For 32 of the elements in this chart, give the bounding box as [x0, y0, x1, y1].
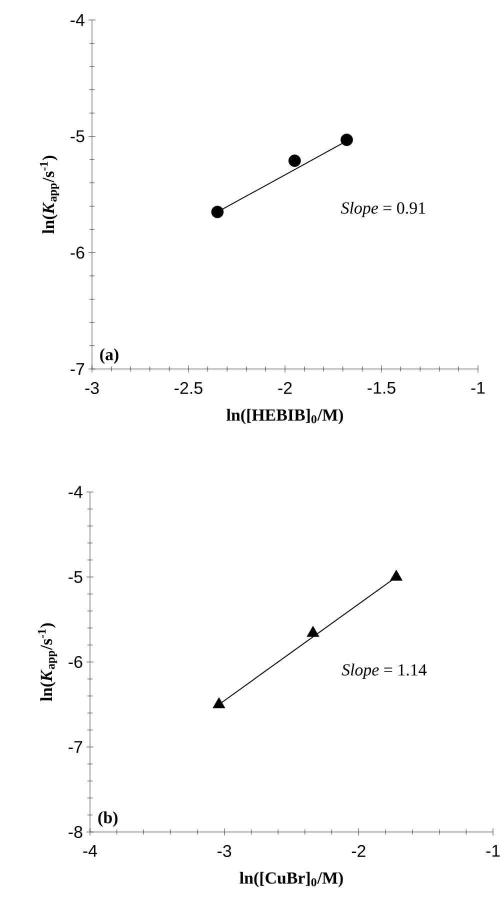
y-tick-label: -4: [70, 14, 84, 26]
y-tick-label: -4: [68, 486, 82, 498]
x-axis-title: ln([HEBIB]$_{0}$/M): [226, 408, 343, 424]
y-tick-label: -7: [70, 363, 84, 375]
x-tick-label: -2.5: [174, 382, 202, 394]
x-tick-label: -1: [471, 382, 485, 394]
x-tick-label: -3: [218, 845, 232, 858]
y-tick-label: -5: [68, 571, 82, 583]
x-tick-label: -4: [83, 845, 98, 857]
y-tick-label: -8: [68, 826, 82, 838]
annotation: Slope = 0.91: [340, 202, 426, 218]
x-tick-label: -2: [352, 845, 366, 857]
y-tick-label: -6: [68, 656, 82, 668]
point: [306, 626, 320, 637]
x-tick-label: -1: [486, 845, 500, 857]
annotation: (a): [100, 348, 118, 364]
x-tick-label: -3: [85, 382, 99, 394]
point: [288, 154, 301, 167]
point: [212, 697, 226, 708]
x-axis-title: ln([CuBr]$_{0}$/M): [240, 872, 343, 888]
y-tick-label: -7: [68, 741, 82, 753]
x-tick-label: -2: [278, 382, 292, 394]
y-tick-label: -5: [70, 130, 84, 142]
annotation: (b): [98, 811, 118, 827]
y-tick-label: -6: [70, 246, 84, 259]
point: [390, 570, 403, 581]
annotation: Slope = 1.14: [342, 664, 427, 680]
y-axis-title: ln(K$_{app}$/s$^{-1}$): [40, 156, 60, 234]
x-tick-label: -1.5: [368, 382, 396, 394]
point: [211, 206, 224, 218]
y-axis-title: ln(K$_{app}$/s$^{-1}$): [38, 623, 58, 702]
point: [340, 134, 353, 146]
